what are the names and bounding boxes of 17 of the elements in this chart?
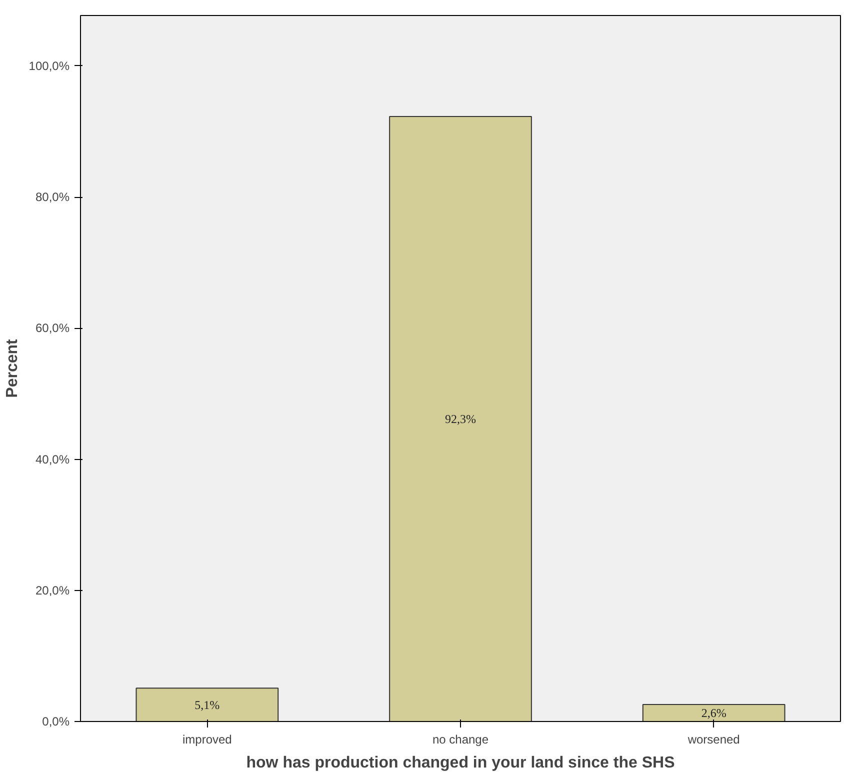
bar <box>389 116 532 722</box>
y-tick-label: 60,0% <box>35 321 70 336</box>
y-tick-label: 80,0% <box>35 190 70 204</box>
data-label: 5,1% <box>194 698 220 712</box>
bar <box>642 704 786 722</box>
data-label: 2,6% <box>701 706 726 720</box>
y-tick-label: 40,0% <box>35 452 70 466</box>
x-tick-label: worsened <box>686 732 740 746</box>
data-label: 92,3% <box>445 412 476 426</box>
y-tick-label: 0,0% <box>42 714 70 728</box>
y-tick-label: 20,0% <box>35 583 70 598</box>
bar <box>136 688 279 722</box>
x-tick-label: no change <box>432 732 489 746</box>
y-axis-title: Percent <box>4 338 21 398</box>
y-tick-label: 100,0% <box>28 58 70 73</box>
x-tick-label: improved <box>182 732 232 746</box>
x-axis-title: how has production changed in your land since the SHS <box>246 754 676 772</box>
